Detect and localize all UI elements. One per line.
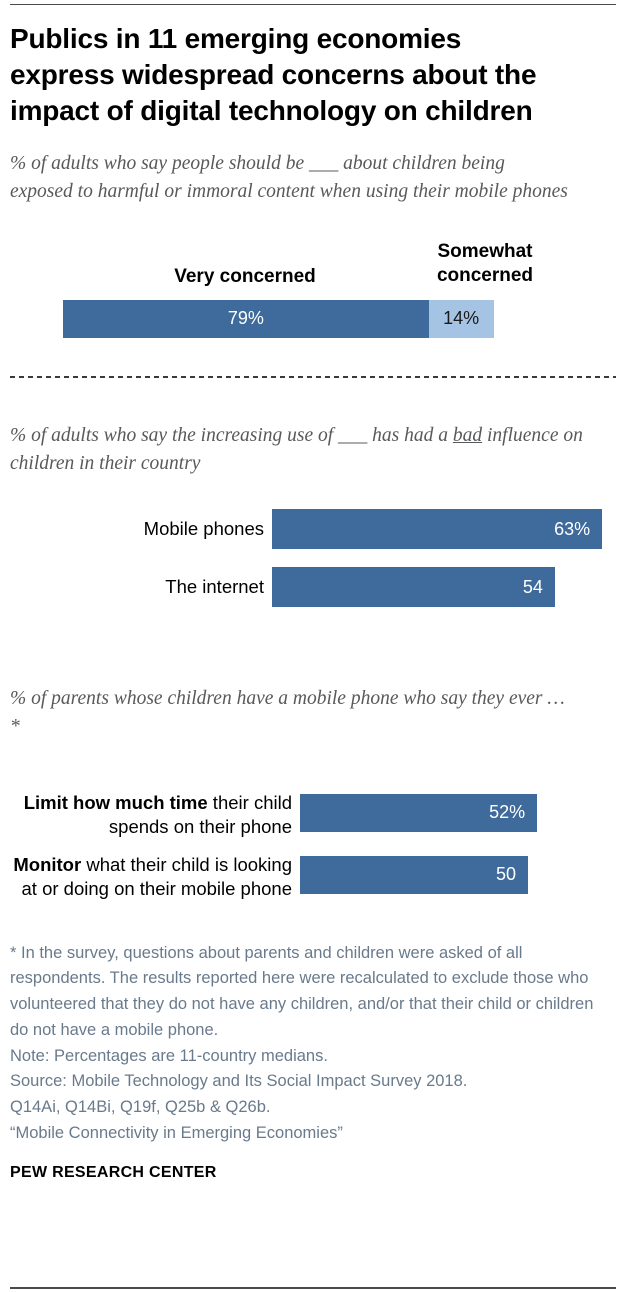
category-label-limit-time-bold: Limit how much time — [23, 791, 208, 813]
legend-somewhat-concerned: Somewhat concerned — [436, 241, 534, 287]
title-line-2: express widespread concerns about the — [10, 58, 537, 90]
dashed-divider — [10, 375, 616, 378]
chart-row: The internet 54 — [10, 567, 616, 608]
bar-segment-somewhat-concerned: 14% — [428, 299, 494, 338]
chart2-question-before: % of adults who say the increasing use o… — [10, 424, 453, 446]
footer-notes: * In the survey, questions about parents… — [10, 941, 616, 1147]
chart2-question-after: influence on children in their country — [10, 424, 583, 474]
value-label-mobile-phones: 63% — [554, 518, 591, 539]
value-label-limit-time: 52% — [489, 802, 526, 823]
legend-very-concerned: Very concerned — [174, 265, 316, 287]
bottom-rule — [10, 1287, 616, 1289]
category-label-monitor-bold: Monitor — [13, 853, 82, 875]
page-title: Publics in 11 emerging economies express… — [10, 21, 616, 128]
bar-the-internet: 54 — [272, 567, 555, 608]
title-line-1: Publics in 11 emerging economies — [10, 23, 462, 54]
source-line-1: Source: Mobile Technology and Its Social… — [10, 1072, 468, 1091]
category-label-limit-time-rest: their child spends on their phone — [108, 791, 292, 837]
note-text: Note: Percentages are 11-country medians… — [10, 1046, 328, 1065]
bar-monitor: 50 — [300, 855, 528, 894]
top-rule — [10, 4, 616, 5]
category-label-mobile-phones: Mobile phones — [143, 518, 264, 540]
value-label-monitor: 50 — [495, 864, 516, 885]
bar-limit-time: 52% — [300, 793, 538, 832]
chart-row: Mobile phones 63% — [10, 509, 616, 550]
source-line-2: Q14Ai, Q14Bi, Q19f, Q25b & Q26b. — [10, 1098, 271, 1117]
parent-actions-bar-chart: Limit how much time their child spends o… — [10, 791, 616, 901]
category-label-monitor-rest: what their child is looking at or doing … — [21, 853, 293, 899]
report-title: “Mobile Connectivity in Emerging Economi… — [10, 1123, 343, 1142]
chart-row: Monitor what their child is looking at o… — [10, 853, 616, 901]
infographic-page: Publics in 11 emerging economies express… — [0, 4, 626, 1292]
chart2-question: % of adults who say the increasing use o… — [10, 422, 595, 477]
category-label-monitor: Monitor what their child is looking at o… — [10, 853, 300, 901]
chart1-question: % of adults who say people should be ___… — [10, 153, 568, 203]
chart-row: Limit how much time their child spends o… — [10, 791, 616, 839]
stacked-bar-chart: Very concerned Somewhat concerned 79% 14… — [10, 232, 616, 338]
category-label-the-internet: The internet — [165, 576, 264, 598]
bar-mobile-phones: 63% — [272, 509, 603, 550]
value-label-the-internet: 54 — [522, 576, 543, 597]
pew-research-center-logo: PEW RESEARCH CENTER — [10, 1164, 217, 1182]
chart2-question-underlined-word: bad — [452, 424, 483, 446]
title-line-3: impact of digital technology on children — [10, 94, 533, 126]
stacked-bar: 79% 14% — [63, 299, 616, 338]
bar-segment-very-concerned: 79% — [63, 299, 429, 338]
stacked-bar-legend: Very concerned Somewhat concerned — [10, 232, 616, 290]
category-label-limit-time: Limit how much time their child spends o… — [10, 791, 300, 839]
footnote-text: * In the survey, questions about parents… — [10, 943, 594, 1039]
bad-influence-bar-chart: Mobile phones 63% The internet 54 — [10, 509, 616, 608]
value-label-somewhat-concerned: 14% — [443, 308, 480, 329]
value-label-very-concerned: 79% — [227, 308, 264, 329]
chart3-question: % of parents whose children have a mobil… — [10, 688, 565, 737]
